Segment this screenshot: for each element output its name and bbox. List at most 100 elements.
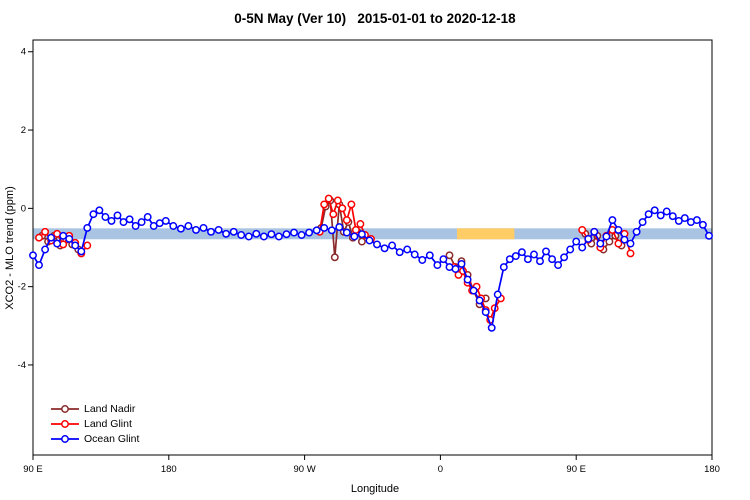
data-point <box>351 225 360 234</box>
data-point <box>53 239 62 248</box>
data-point <box>425 251 434 260</box>
data-point <box>259 232 268 241</box>
data-point <box>237 231 246 239</box>
data-point <box>329 210 338 219</box>
data-point <box>530 250 538 259</box>
data-point <box>463 275 472 284</box>
data-point <box>149 222 158 230</box>
data-point <box>83 223 92 232</box>
data-point <box>297 231 306 239</box>
data-point <box>137 218 146 227</box>
data-point <box>475 296 484 305</box>
reference-band <box>33 228 712 240</box>
data-point <box>207 227 215 236</box>
y-tick-label: -2 <box>18 282 26 293</box>
data-point <box>143 213 152 221</box>
data-point <box>229 227 238 236</box>
data-point <box>487 323 496 332</box>
x-axis-label: Longitude <box>350 483 400 495</box>
data-point <box>632 227 641 236</box>
y-tick-label: 4 <box>21 47 26 58</box>
data-point <box>113 211 122 220</box>
x-tick-label: 0 <box>438 464 443 475</box>
plot-border <box>32 39 713 456</box>
data-point <box>41 245 50 254</box>
data-point <box>65 234 74 243</box>
data-point <box>578 225 587 234</box>
data-point <box>35 261 43 270</box>
data-point <box>214 225 223 234</box>
data-point <box>176 224 185 233</box>
data-point <box>584 234 593 243</box>
x-tick-label: 180 <box>704 464 720 475</box>
data-point <box>662 207 671 216</box>
data-point <box>523 255 532 264</box>
data-point <box>267 230 276 239</box>
data-point <box>95 206 104 215</box>
legend-swatch-land-glint <box>51 419 79 428</box>
data-point <box>59 231 68 240</box>
data-point <box>350 232 359 241</box>
data-point <box>333 196 342 205</box>
data-point <box>560 253 569 262</box>
data-point <box>626 249 635 258</box>
data-point <box>433 261 442 270</box>
data-point <box>608 216 617 225</box>
legend-label: Ocean Glint <box>84 432 140 445</box>
data-point <box>674 216 683 225</box>
data-point <box>320 200 329 209</box>
data-point <box>493 290 502 299</box>
data-point <box>274 232 283 241</box>
data-point <box>357 237 366 246</box>
data-point <box>252 229 261 238</box>
data-point <box>338 204 347 213</box>
legend-marker <box>61 404 69 413</box>
data-point <box>578 243 587 252</box>
data-point <box>192 225 200 234</box>
data-point <box>29 251 37 260</box>
data-point <box>107 216 116 225</box>
data-point <box>380 244 389 253</box>
data-point <box>101 213 110 221</box>
data-point <box>327 226 336 235</box>
data-point <box>131 222 140 230</box>
x-tick-label: 180 <box>161 464 177 475</box>
data-point <box>83 241 92 250</box>
data-point <box>199 223 208 232</box>
data-point <box>548 255 557 264</box>
data-point <box>418 256 427 264</box>
legend-item-land-nadir: Land Nadir <box>50 401 139 416</box>
data-point <box>517 248 526 257</box>
data-point <box>638 218 647 227</box>
data-point <box>388 241 397 250</box>
data-point <box>596 239 605 248</box>
x-tick-label: 90 E <box>566 464 586 475</box>
data-point <box>620 235 629 244</box>
data-point <box>356 220 365 228</box>
x-tick-label: 90 W <box>294 464 316 475</box>
data-point <box>511 252 520 261</box>
data-point <box>335 223 344 232</box>
data-point <box>244 232 253 241</box>
data-point <box>89 210 98 219</box>
data-point <box>644 210 653 219</box>
data-point <box>365 236 374 245</box>
x-tick-label: 90 E <box>23 464 43 475</box>
legend-label: Land Nadir <box>84 402 136 415</box>
data-point <box>125 215 134 224</box>
data-point <box>445 251 454 260</box>
data-point <box>590 227 599 236</box>
data-point <box>499 263 508 272</box>
legend-item-land-glint: Land Glint <box>50 416 139 431</box>
data-point <box>161 216 170 225</box>
data-point <box>481 308 490 317</box>
data-point <box>554 261 563 270</box>
data-point <box>656 211 665 220</box>
y-tick-label: 0 <box>21 203 26 214</box>
data-point <box>536 257 544 266</box>
data-point <box>469 286 478 295</box>
data-point <box>77 247 86 256</box>
data-point <box>650 206 659 215</box>
